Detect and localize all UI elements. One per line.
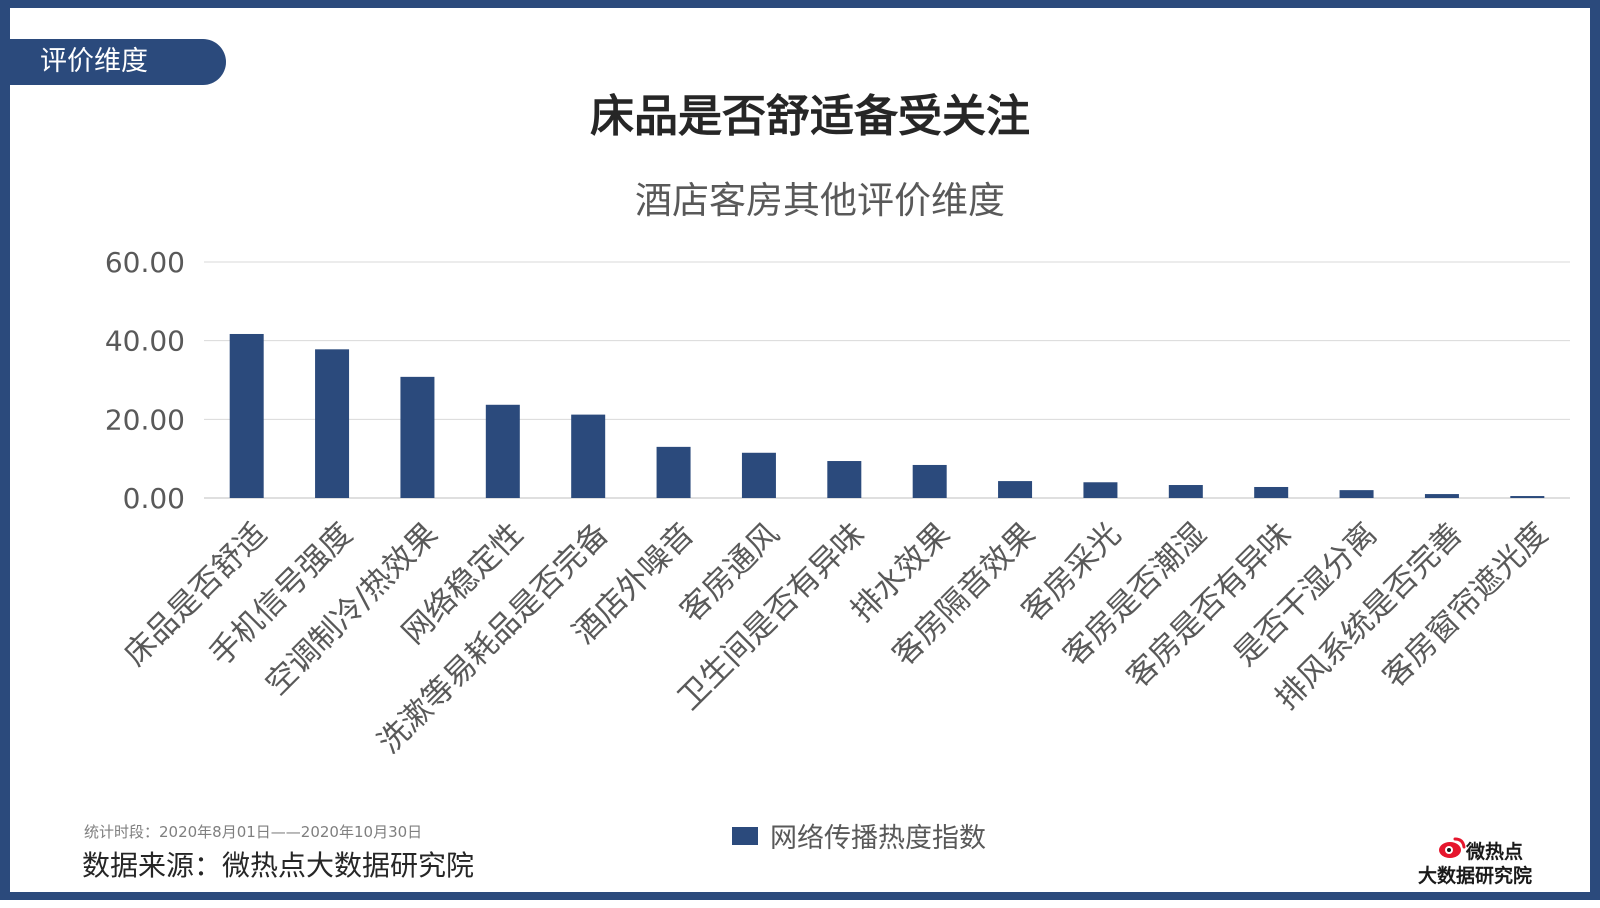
bar	[1339, 490, 1374, 498]
stat-period: 统计时段：2020年8月01日——2020年10月30日	[84, 823, 423, 841]
section-tab: 评价维度	[10, 39, 226, 85]
bar	[571, 414, 606, 498]
bar	[400, 376, 435, 498]
bar	[315, 349, 350, 498]
gridlines	[204, 261, 1570, 499]
bar	[656, 446, 691, 498]
bar	[912, 464, 947, 498]
x-axis: 床品是否舒适手机信号强度空调制冷/热效果网络稳定性洗漱等易耗品是否完备酒店外噪音…	[117, 516, 1555, 761]
bar	[827, 461, 862, 498]
bar	[1424, 494, 1459, 498]
bar	[998, 481, 1033, 498]
y-tick-label: 20.00	[105, 403, 185, 436]
bar	[1254, 486, 1289, 498]
bar	[229, 333, 264, 498]
y-tick-label: 40.00	[105, 325, 185, 358]
bar	[741, 452, 776, 498]
y-tick-label: 0.00	[123, 482, 185, 515]
weibo-eye-icon	[1439, 837, 1466, 858]
bar-chart: 60.00 40.00 20.00 0.00 床品是否舒适手机信号强度空调制冷/热效果…	[105, 246, 1570, 761]
legend-label: 网络传播热度指数	[770, 823, 986, 854]
logo-text-line1: 微热点	[1466, 841, 1524, 863]
y-tick-label: 60.00	[105, 246, 185, 279]
bar	[1510, 496, 1545, 498]
data-source: 数据来源：微热点大数据研究院	[82, 849, 475, 882]
bars	[229, 333, 1545, 498]
bar	[1083, 482, 1118, 498]
bar	[485, 404, 520, 498]
legend-swatch	[732, 826, 758, 845]
chart-title: 酒店客房其他评价维度	[635, 179, 1005, 222]
page-title: 床品是否舒适备受关注	[590, 91, 1030, 142]
legend: 网络传播热度指数	[732, 816, 986, 855]
logo-text-line2: 大数据研究院	[1418, 865, 1533, 887]
brand-logo: 微热点 大数据研究院	[1414, 835, 1564, 887]
bar	[1168, 485, 1203, 498]
y-axis: 60.00 40.00 20.00 0.00	[105, 246, 185, 515]
